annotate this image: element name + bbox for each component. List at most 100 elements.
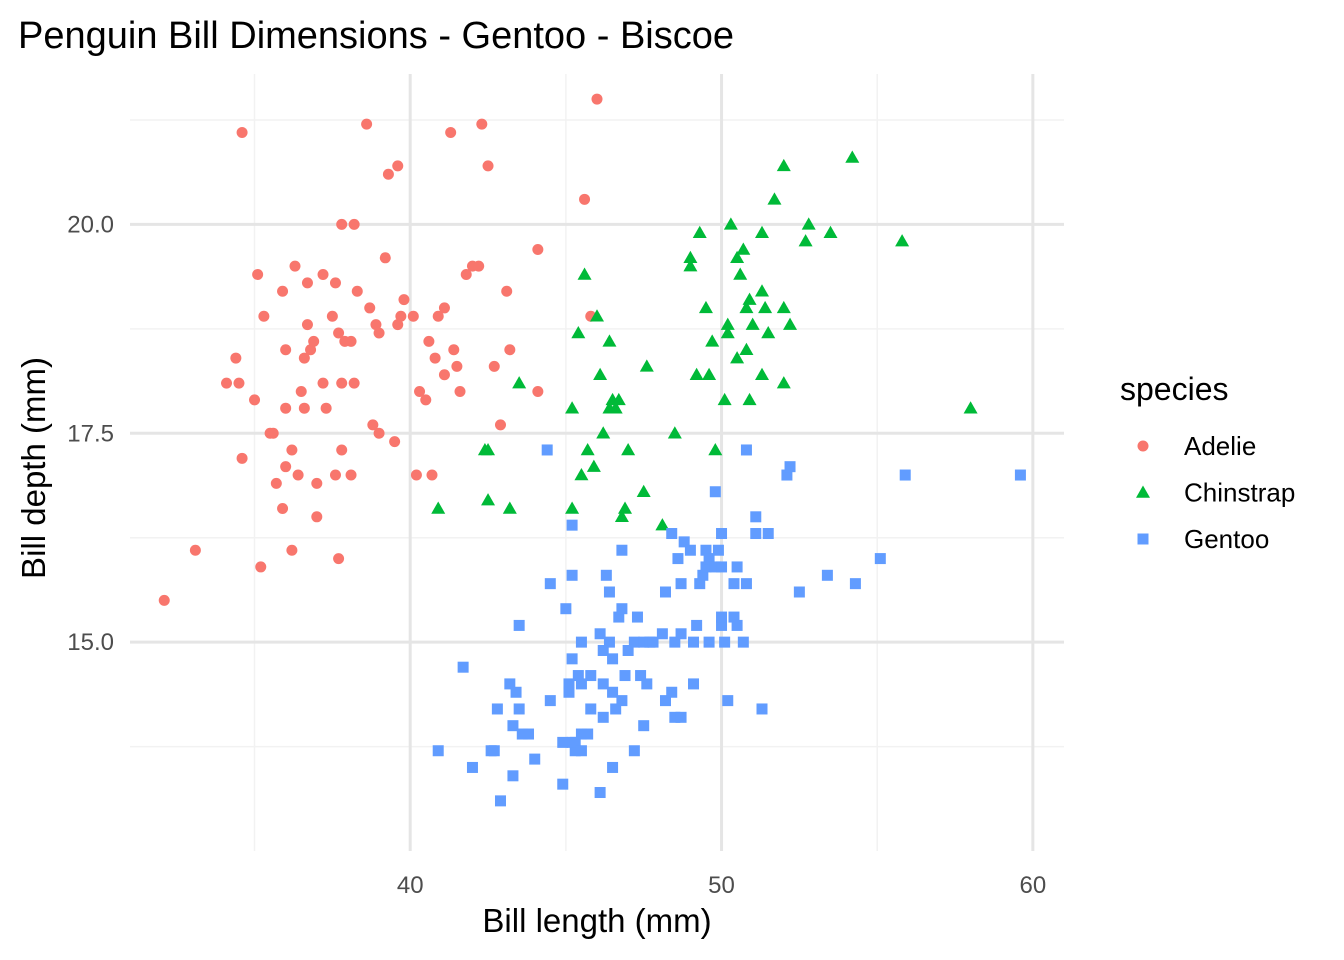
data-point-gentoo: [737, 636, 749, 648]
data-point-chinstrap: [720, 326, 735, 339]
grid: [130, 74, 1064, 851]
data-point-adelie: [317, 269, 329, 281]
data-point-adelie: [311, 511, 323, 523]
data-point-adelie: [189, 544, 201, 556]
data-point-gentoo: [575, 728, 587, 740]
data-point-adelie: [336, 218, 348, 230]
data-point-chinstrap: [481, 493, 496, 506]
data-point-adelie: [438, 369, 450, 381]
data-point-adelie: [348, 218, 360, 230]
data-point-adelie: [420, 394, 432, 406]
data-point-chinstrap: [798, 234, 813, 247]
data-point-gentoo: [616, 544, 628, 556]
data-point-adelie: [494, 419, 506, 431]
data-point-chinstrap: [720, 317, 735, 330]
data-point-adelie: [445, 126, 457, 138]
x-tick-label: 60: [1020, 872, 1047, 899]
data-point-gentoo: [566, 569, 578, 581]
data-point-chinstrap: [742, 292, 757, 305]
data-point-adelie: [345, 469, 357, 481]
data-point-gentoo: [793, 586, 805, 598]
data-point-gentoo: [669, 711, 681, 723]
data-point-chinstrap: [767, 192, 782, 205]
data-point-chinstrap: [502, 501, 517, 514]
data-point-chinstrap: [783, 317, 798, 330]
legend-title: species: [1120, 371, 1229, 407]
legend-key-chinstrap: [1136, 485, 1150, 498]
data-point-chinstrap: [512, 376, 527, 389]
data-point-gentoo: [722, 695, 734, 707]
data-point-gentoo: [691, 619, 703, 631]
data-point-gentoo: [756, 703, 768, 715]
data-point-adelie: [286, 544, 298, 556]
data-point-adelie: [361, 118, 373, 130]
data-point-chinstrap: [608, 401, 623, 414]
data-point-gentoo: [572, 670, 584, 682]
data-point-chinstrap: [431, 501, 446, 514]
data-point-gentoo: [628, 745, 640, 757]
data-point-adelie: [438, 302, 450, 314]
data-point-adelie: [305, 344, 317, 356]
data-point-gentoo: [566, 519, 578, 531]
data-point-chinstrap: [580, 442, 595, 456]
data-point-adelie: [236, 126, 248, 138]
data-point-adelie: [423, 335, 435, 347]
x-tick-label: 50: [708, 872, 735, 899]
data-point-adelie: [317, 377, 329, 389]
data-point-gentoo: [575, 678, 587, 690]
data-point-adelie: [277, 502, 289, 514]
y-tick-label: 15.0: [67, 629, 114, 656]
data-point-gentoo: [700, 544, 712, 556]
legend-label-adelie: Adelie: [1184, 431, 1256, 461]
data-point-chinstrap: [596, 426, 611, 439]
data-point-gentoo: [849, 578, 861, 590]
data-point-adelie: [298, 402, 310, 414]
data-point-gentoo: [616, 695, 628, 707]
data-point-gentoo: [638, 636, 650, 648]
data-point-adelie: [333, 553, 345, 565]
data-point-gentoo: [716, 528, 728, 540]
data-point-chinstrap: [698, 300, 713, 314]
data-point-chinstrap: [689, 367, 704, 381]
data-point-gentoo: [781, 469, 793, 481]
data-point-chinstrap: [655, 518, 670, 531]
data-point-chinstrap: [590, 309, 604, 322]
data-point-adelie: [301, 277, 313, 289]
data-point-gentoo: [675, 628, 687, 640]
chart-title: Penguin Bill Dimensions - Gentoo - Bisco…: [18, 15, 734, 57]
data-point-chinstrap: [574, 468, 589, 481]
data-point-adelie: [501, 285, 513, 297]
data-point-adelie: [392, 319, 404, 331]
data-point-adelie: [373, 427, 385, 439]
data-point-gentoo: [666, 528, 678, 540]
data-point-gentoo: [594, 787, 606, 799]
data-point-adelie: [482, 160, 494, 172]
data-point-chinstrap: [636, 484, 651, 497]
data-point-adelie: [429, 352, 441, 364]
data-point-adelie: [392, 160, 404, 172]
data-point-chinstrap: [730, 351, 745, 364]
data-point-gentoo: [563, 678, 575, 690]
data-point-gentoo: [703, 636, 715, 648]
data-point-gentoo: [491, 703, 503, 715]
data-point-chinstrap: [845, 150, 860, 163]
data-point-adelie: [379, 252, 391, 264]
data-point-chinstrap: [618, 501, 633, 514]
data-point-gentoo: [582, 728, 594, 740]
data-point-chinstrap: [776, 376, 791, 389]
data-point-gentoo: [603, 636, 615, 648]
data-point-chinstrap: [692, 225, 707, 238]
data-point-gentoo: [728, 578, 740, 590]
legend-key-gentoo: [1137, 533, 1149, 545]
data-point-gentoo: [899, 469, 911, 481]
data-point-chinstrap: [481, 442, 496, 456]
x-tick-label: 40: [397, 872, 424, 899]
data-point-chinstrap: [571, 326, 586, 339]
y-tick-label: 17.5: [67, 420, 114, 447]
y-axis-title: Bill depth (mm): [15, 357, 52, 579]
data-point-gentoo: [544, 695, 556, 707]
data-point-gentoo: [597, 644, 609, 656]
data-point-gentoo: [569, 736, 581, 748]
data-point-adelie: [364, 302, 376, 314]
data-point-gentoo: [619, 670, 631, 682]
